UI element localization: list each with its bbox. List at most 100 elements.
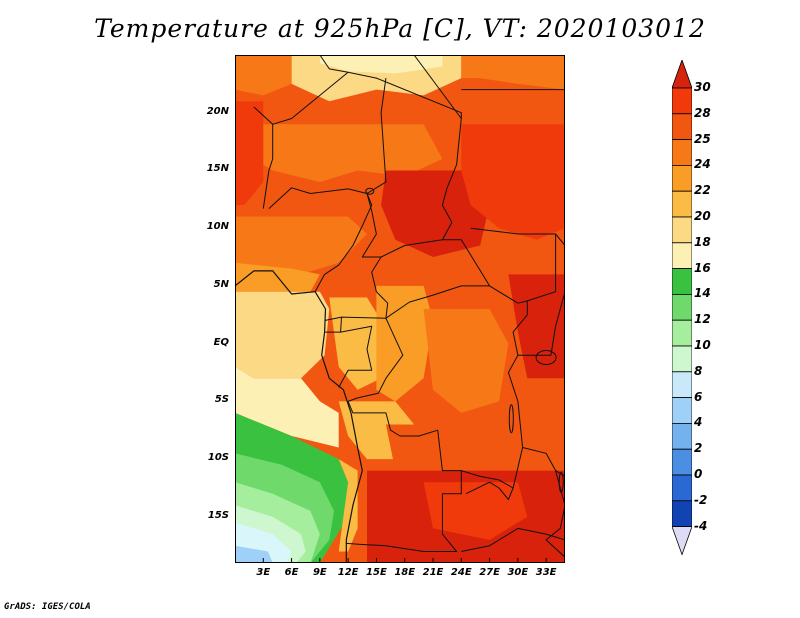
border-uganda-kenya bbox=[517, 291, 565, 356]
border-libya-chad bbox=[347, 71, 462, 119]
x-tick-label: 12E bbox=[337, 567, 359, 578]
credit-text: GrADS: IGES/COLA bbox=[4, 602, 91, 612]
lake-victoria bbox=[535, 350, 557, 365]
colorbar-label: 12 bbox=[694, 312, 711, 327]
y-tick-label: 10N bbox=[206, 221, 229, 233]
colorbar-label: 16 bbox=[694, 260, 711, 275]
border-libya-egypt bbox=[413, 55, 462, 119]
colorbar-label: 0 bbox=[694, 467, 703, 481]
colorbar-label: 22 bbox=[694, 183, 711, 198]
colorbar-label: 20 bbox=[694, 209, 711, 223]
colorbar-cell bbox=[672, 422, 692, 450]
field-ocean-cream bbox=[235, 366, 339, 448]
border-angola bbox=[346, 401, 462, 552]
colorbar-label: 8 bbox=[694, 363, 703, 378]
border-chad-sudan bbox=[441, 118, 462, 240]
colorbar-bottom-arrow bbox=[672, 526, 692, 556]
chart-title: Temperature at 925hPa [C], VT: 202010301… bbox=[94, 14, 706, 43]
field-coast-amber bbox=[338, 459, 358, 552]
y-tick-label: 15S bbox=[207, 509, 229, 521]
colorbar-label: -4 bbox=[694, 518, 708, 533]
colorbar-label: 30 bbox=[694, 80, 711, 94]
colorbar-label: 24 bbox=[694, 157, 711, 172]
colorbar-label: 14 bbox=[694, 286, 711, 301]
colorbar-label: 4 bbox=[694, 415, 703, 430]
colorbar-cell bbox=[672, 87, 692, 115]
y-tick-label: 5S bbox=[214, 394, 229, 406]
border-drc-zambia bbox=[461, 470, 514, 500]
colorbar-label: 6 bbox=[694, 389, 703, 404]
colorbar-cell bbox=[672, 139, 692, 166]
border-niger-nigeria bbox=[268, 187, 368, 209]
border-drc-east bbox=[507, 300, 528, 489]
border-malawi bbox=[545, 470, 565, 558]
lake-tanganyika bbox=[508, 404, 514, 434]
border-libya-algeria bbox=[319, 55, 349, 73]
border-niger-chad bbox=[366, 78, 387, 194]
colorbar bbox=[672, 60, 692, 556]
x-tick-label: 18E bbox=[394, 567, 416, 578]
colorbar-label: 25 bbox=[694, 131, 711, 146]
border-nigeria-cameroon bbox=[314, 193, 373, 292]
border-zambia-south bbox=[461, 527, 565, 552]
colorbar-cell bbox=[672, 190, 692, 218]
colorbar-cell bbox=[672, 345, 692, 373]
colorbar-cell bbox=[672, 371, 692, 398]
field-sahara-cream bbox=[319, 55, 443, 74]
field-nw-orange bbox=[235, 55, 292, 96]
colorbar-cell bbox=[672, 474, 692, 502]
border-niger-benin bbox=[262, 124, 274, 209]
field-west-red bbox=[235, 101, 264, 206]
x-tick-label: 6E bbox=[284, 567, 299, 578]
border-eqguinea bbox=[324, 317, 342, 333]
lake-chad bbox=[365, 187, 375, 195]
colorbar-cell bbox=[672, 448, 692, 476]
border-congo-drc bbox=[347, 317, 404, 402]
x-tick-label: 27E bbox=[479, 567, 500, 578]
colorbar-label: 2 bbox=[694, 441, 703, 456]
border-car-southsudan bbox=[442, 239, 519, 304]
map-canvas bbox=[235, 55, 565, 563]
map-frame bbox=[235, 55, 565, 563]
x-tick-label: 24E bbox=[450, 567, 472, 578]
field-lake-red bbox=[508, 274, 565, 379]
colorbar-top-arrow bbox=[672, 60, 692, 89]
border-sudan-southsudan bbox=[470, 227, 565, 246]
border-southsudan-east bbox=[517, 234, 557, 304]
x-tick-label: 30E bbox=[507, 567, 529, 578]
y-tick-label: 20N bbox=[206, 105, 229, 117]
field-gulf-yellow bbox=[235, 291, 330, 379]
border-algeria-niger bbox=[253, 71, 349, 125]
colorbar-cell bbox=[672, 319, 692, 347]
field-ne-orange bbox=[461, 55, 565, 90]
y-tick-label: EQ bbox=[213, 336, 229, 348]
colorbar-cell bbox=[672, 165, 692, 192]
field-zambia-red bbox=[423, 482, 528, 540]
x-tick-label: 9E bbox=[312, 567, 327, 578]
x-tick-label: 15E bbox=[366, 567, 387, 578]
country-borders bbox=[235, 55, 565, 563]
colorbar-cell bbox=[672, 500, 692, 527]
colorbar-label: -2 bbox=[694, 492, 708, 507]
y-tick-label: 5N bbox=[213, 278, 229, 290]
colorbar-label: 10 bbox=[694, 338, 711, 352]
y-tick-label: 10S bbox=[207, 452, 229, 464]
temperature-map bbox=[235, 55, 565, 563]
border-chad-car bbox=[361, 193, 443, 258]
border-gabon-congo bbox=[338, 325, 373, 388]
colorbar-cell bbox=[672, 242, 692, 270]
lake-malawi bbox=[558, 471, 564, 493]
field-gabon-amber bbox=[329, 297, 382, 390]
colorbar-label: 28 bbox=[694, 105, 711, 120]
y-tick-label: 15N bbox=[206, 163, 229, 175]
field-drc-orange bbox=[423, 309, 509, 413]
x-tick-label: 21E bbox=[422, 567, 444, 578]
x-tick-label: 33E bbox=[535, 567, 557, 578]
field-nigeria-orange bbox=[235, 216, 367, 275]
axis-ticks bbox=[262, 558, 547, 563]
field-chad-red bbox=[381, 170, 490, 257]
colorbar-label: 18 bbox=[694, 234, 711, 249]
colorbar-cell bbox=[672, 397, 692, 424]
border-car-drc bbox=[385, 285, 490, 319]
field-sudan-red bbox=[461, 124, 565, 240]
